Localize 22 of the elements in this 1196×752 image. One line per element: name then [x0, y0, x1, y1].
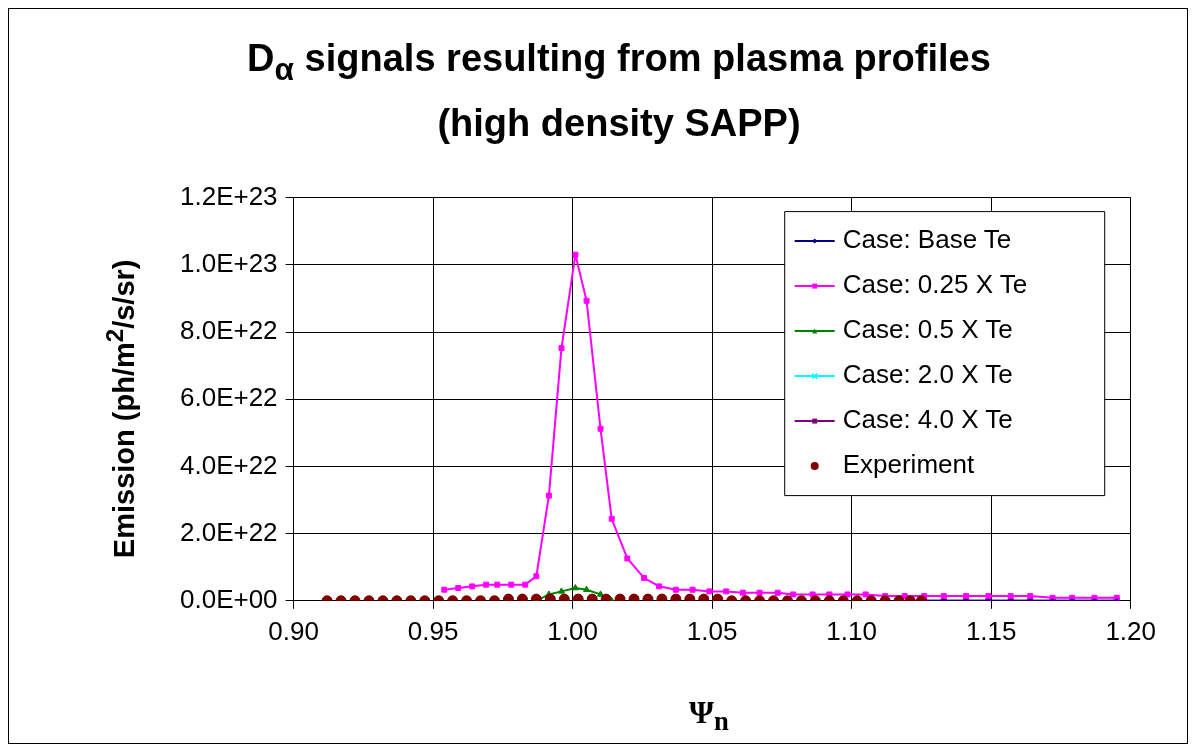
legend-label: Case: Base Te	[842, 224, 1012, 255]
y-tick-label: 0.0E+00	[180, 583, 278, 614]
x-tick-label: 1.00	[547, 615, 598, 646]
y-tick-label: 6.0E+22	[180, 382, 278, 413]
y-tick-label: 2.0E+22	[180, 516, 278, 547]
y-tick-label: 1.2E+23	[180, 180, 278, 211]
legend-label: Case: 2.0 X Te	[842, 359, 1013, 390]
x-tick-label: 1.20	[1105, 615, 1156, 646]
legend-label: Case: 0.5 X Te	[842, 314, 1013, 345]
legend-label: Experiment	[842, 449, 975, 480]
legend-label: Case: 0.25 X Te	[842, 269, 1028, 300]
x-tick-label: 0.90	[268, 615, 319, 646]
y-tick-label: 8.0E+22	[180, 315, 278, 346]
legend-label: Case: 4.0 X Te	[842, 404, 1013, 435]
y-tick-label: 1.0E+23	[180, 247, 278, 278]
x-axis-title: Ψ$_{n}$	[688, 694, 730, 738]
x-tick-label: 1.15	[965, 615, 1017, 646]
x-tick-label: 1.05	[686, 615, 738, 646]
x-tick-label: 1.10	[826, 615, 877, 646]
x-tick-label: 0.95	[407, 615, 459, 646]
y-tick-label: 4.0E+22	[180, 449, 278, 480]
chart-title: D$_{α}$ signals resulting from plasma profiles (high density SAPP)	[246, 36, 992, 146]
